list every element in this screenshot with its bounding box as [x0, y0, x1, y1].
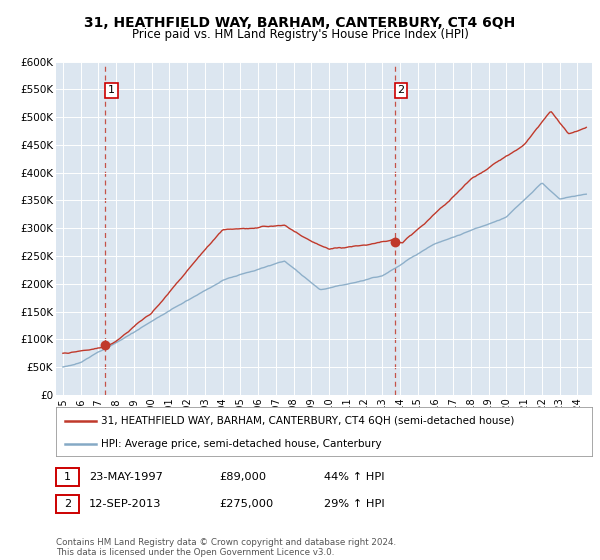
Text: 2: 2 — [64, 499, 71, 509]
Text: 1: 1 — [64, 472, 71, 482]
Text: 44% ↑ HPI: 44% ↑ HPI — [324, 472, 385, 482]
Text: Price paid vs. HM Land Registry's House Price Index (HPI): Price paid vs. HM Land Registry's House … — [131, 28, 469, 41]
Text: £89,000: £89,000 — [219, 472, 266, 482]
Text: 31, HEATHFIELD WAY, BARHAM, CANTERBURY, CT4 6QH: 31, HEATHFIELD WAY, BARHAM, CANTERBURY, … — [85, 16, 515, 30]
Text: 31, HEATHFIELD WAY, BARHAM, CANTERBURY, CT4 6QH (semi-detached house): 31, HEATHFIELD WAY, BARHAM, CANTERBURY, … — [101, 416, 515, 426]
Text: 12-SEP-2013: 12-SEP-2013 — [89, 499, 161, 509]
Point — [100, 341, 110, 350]
Text: 1: 1 — [108, 86, 115, 95]
Text: £275,000: £275,000 — [219, 499, 273, 509]
Text: Contains HM Land Registry data © Crown copyright and database right 2024.
This d: Contains HM Land Registry data © Crown c… — [56, 538, 396, 557]
Point — [390, 237, 400, 246]
Text: HPI: Average price, semi-detached house, Canterbury: HPI: Average price, semi-detached house,… — [101, 439, 382, 449]
Text: 29% ↑ HPI: 29% ↑ HPI — [324, 499, 385, 509]
Text: 2: 2 — [397, 86, 404, 95]
Text: 23-MAY-1997: 23-MAY-1997 — [89, 472, 163, 482]
